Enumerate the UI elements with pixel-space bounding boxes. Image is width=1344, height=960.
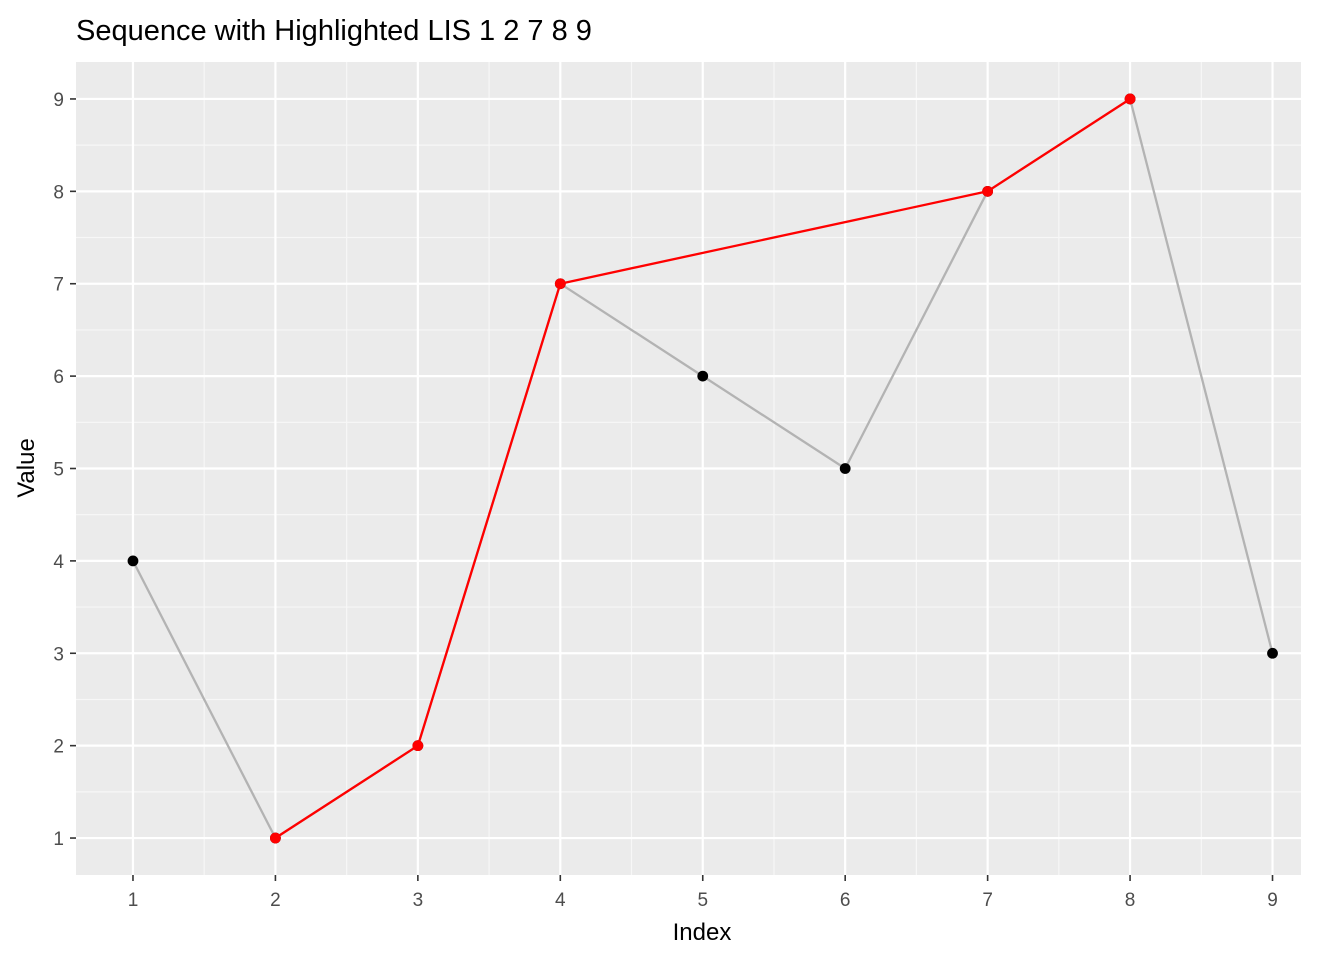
minor-gridlines	[76, 62, 1301, 875]
y-tick-label: 8	[53, 182, 64, 203]
series-2-point	[270, 832, 281, 844]
y-tick-label: 7	[53, 275, 64, 296]
series-2-point	[554, 278, 566, 290]
y-tick-label: 2	[53, 737, 64, 758]
x-tick-label: 5	[697, 890, 708, 911]
x-axis: 1 2 3 4 5 6 7 8 9	[128, 875, 1278, 911]
series-2-point	[1124, 93, 1136, 105]
series-layer	[127, 93, 1278, 844]
x-tick-label: 2	[270, 890, 281, 911]
y-tick-label: 1	[53, 829, 64, 850]
y-axis-title: Value	[13, 438, 40, 498]
x-tick-label: 7	[982, 890, 993, 911]
series-1-point	[839, 463, 851, 474]
x-axis-title: Index	[673, 919, 732, 946]
y-tick-label: 6	[53, 367, 64, 388]
series-2-point	[412, 740, 424, 752]
x-tick-label: 1	[128, 890, 139, 911]
x-tick-label: 3	[413, 890, 424, 911]
series-1-point	[697, 370, 709, 382]
chart-title: Sequence with Highlighted LIS 1 2 7 8 9	[76, 15, 592, 47]
y-tick-label: 3	[53, 644, 64, 665]
series-2-point	[982, 185, 994, 197]
y-axis: 1 2 3 4 5 6 7 8 9	[53, 90, 76, 850]
x-tick-label: 8	[1125, 890, 1136, 911]
series-1-point	[1267, 647, 1278, 659]
x-tick-label: 4	[555, 890, 566, 911]
y-tick-label: 9	[53, 90, 64, 111]
y-tick-label: 4	[53, 552, 64, 573]
series-1-point	[127, 555, 139, 567]
y-tick-label: 5	[53, 460, 64, 481]
x-tick-label: 9	[1267, 890, 1278, 911]
x-tick-label: 6	[840, 890, 851, 911]
